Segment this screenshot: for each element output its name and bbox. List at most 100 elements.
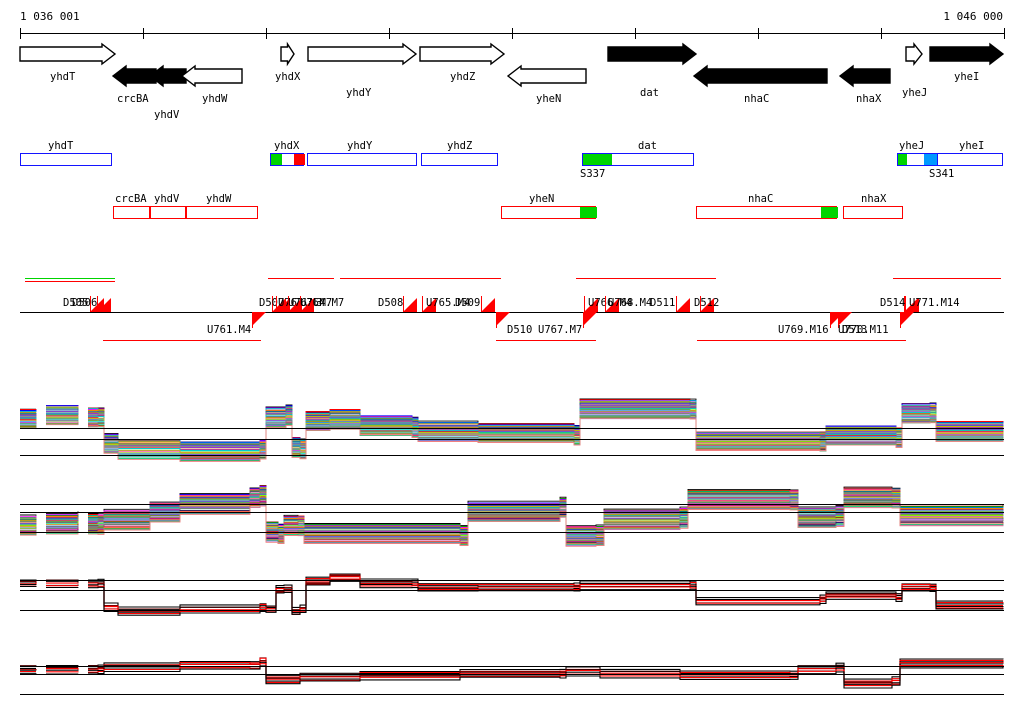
- feature-label: yhdX: [274, 140, 300, 152]
- feature-box-yhej[interactable]: [897, 153, 938, 166]
- gene-label: yhdV: [154, 109, 180, 121]
- feature-sublabel: S341: [929, 168, 955, 180]
- gene-arrow-glyph-icon: [838, 64, 891, 88]
- gene-arrow-yhej[interactable]: [905, 42, 924, 66]
- ruler-start-coordinate: 1 036 001: [20, 10, 80, 23]
- marker-flag-icon: [288, 298, 302, 312]
- gridline: [20, 512, 1004, 513]
- feature-box-yhdz[interactable]: [421, 153, 498, 166]
- feature-box-yhen[interactable]: [501, 206, 597, 219]
- marker-flag-icon: [403, 298, 417, 312]
- marker-flag[interactable]: [584, 298, 598, 315]
- marker-flag[interactable]: [300, 298, 314, 315]
- gene-arrow-nhax[interactable]: [838, 64, 892, 88]
- marker-flag[interactable]: [838, 312, 852, 329]
- marker-stem: [605, 296, 606, 312]
- marker-flag-icon: [252, 312, 266, 326]
- feature-box-nhac[interactable]: [696, 206, 838, 219]
- feature-segment[interactable]: [271, 154, 282, 165]
- marker-flag[interactable]: [288, 298, 302, 315]
- gene-arrow-yhdz[interactable]: [419, 42, 506, 66]
- gridline: [20, 694, 1004, 695]
- gene-arrow-nhac[interactable]: [692, 64, 829, 88]
- marker-span-line: [25, 278, 115, 279]
- feature-box-yhdv[interactable]: [150, 206, 186, 219]
- marker-flag[interactable]: [700, 298, 714, 315]
- feature-segment[interactable]: [294, 154, 305, 165]
- gene-arrow-glyph-icon: [307, 42, 418, 66]
- marker-flag[interactable]: [403, 298, 417, 315]
- plot-curves: [20, 657, 1004, 689]
- ruler-tick: [389, 28, 390, 39]
- reverse-feature-track: crcBA yhdV yhdW yheN nhaC nhaX: [0, 193, 1024, 233]
- feature-box-crcba[interactable]: [113, 206, 150, 219]
- feature-segment[interactable]: [580, 207, 597, 218]
- marker-span-line: [596, 278, 696, 279]
- gene-arrow-yhei[interactable]: [929, 42, 1005, 66]
- feature-segment[interactable]: [898, 154, 907, 165]
- gene-arrow-yhdx[interactable]: [280, 41, 296, 67]
- gene-arrow-shape: [307, 42, 418, 66]
- feature-box-dat[interactable]: [582, 153, 694, 166]
- feature-label: yheI: [959, 140, 985, 152]
- marker-flag[interactable]: [496, 312, 510, 329]
- gene-arrow-yhdw[interactable]: [180, 64, 244, 88]
- gene-arrow-yhdt[interactable]: [19, 42, 117, 66]
- marker-label: U770.M11: [838, 324, 889, 336]
- marker-flag[interactable]: [481, 298, 495, 315]
- plot-series-line: [20, 580, 1004, 616]
- marker-label: D513: [842, 324, 868, 336]
- marker-flag[interactable]: [276, 298, 290, 315]
- marker-label: D506: [72, 297, 98, 309]
- feature-label: yhdY: [347, 140, 373, 152]
- marker-stem: [904, 296, 905, 312]
- ruler-tick: [758, 28, 759, 39]
- marker-flag[interactable]: [97, 298, 111, 315]
- gene-arrow-glyph-icon: [280, 41, 295, 67]
- marker-flag[interactable]: [422, 298, 436, 315]
- marker-flag[interactable]: [905, 298, 919, 315]
- feature-segment[interactable]: [821, 207, 838, 218]
- ruler-tick: [881, 28, 882, 39]
- gene-arrow-yhen[interactable]: [506, 64, 588, 88]
- marker-stem: [422, 296, 423, 312]
- gene-arrow-yhdy[interactable]: [307, 42, 418, 66]
- gene-label: nhaX: [856, 93, 882, 105]
- marker-span-line: [822, 340, 906, 341]
- feature-box-nhax[interactable]: [843, 206, 903, 219]
- gene-arrow-yhdv[interactable]: [148, 64, 188, 88]
- feature-label: yhdV: [154, 193, 180, 205]
- ratio-panel-1: [0, 566, 1024, 638]
- feature-label: dat: [638, 140, 657, 152]
- gridline: [20, 532, 1004, 533]
- gene-arrow-glyph-icon: [905, 42, 923, 66]
- marker-flag[interactable]: [676, 298, 690, 315]
- marker-flag-icon: [422, 298, 436, 312]
- marker-flag[interactable]: [900, 312, 914, 329]
- marker-flag[interactable]: [252, 312, 266, 329]
- gene-arrow-dat[interactable]: [607, 42, 698, 66]
- feature-box-yhdx[interactable]: [270, 153, 305, 166]
- gene-label: yhdY: [346, 87, 372, 99]
- ruler-tick: [635, 28, 636, 39]
- gridline: [20, 674, 1004, 675]
- feature-box-yhdt[interactable]: [20, 153, 112, 166]
- marker-span-line: [288, 278, 334, 279]
- marker-flag-icon: [583, 312, 597, 326]
- gene-arrow-shape: [929, 42, 1005, 66]
- feature-segment[interactable]: [583, 154, 612, 165]
- feature-box-yhei[interactable]: [937, 153, 1003, 166]
- gene-arrow-glyph-icon: [607, 42, 698, 66]
- ruler-tick: [266, 28, 267, 39]
- marker-flag[interactable]: [605, 298, 619, 315]
- expression-panel-1: [0, 392, 1024, 472]
- gene-arrow-crcba[interactable]: [111, 64, 158, 88]
- gene-label: yheJ: [902, 87, 928, 99]
- ruler-tick: [143, 28, 144, 39]
- feature-segment[interactable]: [924, 154, 938, 165]
- expression-panel-2: [0, 482, 1024, 560]
- feature-box-yhdw[interactable]: [186, 206, 258, 219]
- marker-label: U767.M7: [538, 324, 583, 336]
- feature-box-yhdy[interactable]: [307, 153, 417, 166]
- marker-flag[interactable]: [583, 312, 597, 329]
